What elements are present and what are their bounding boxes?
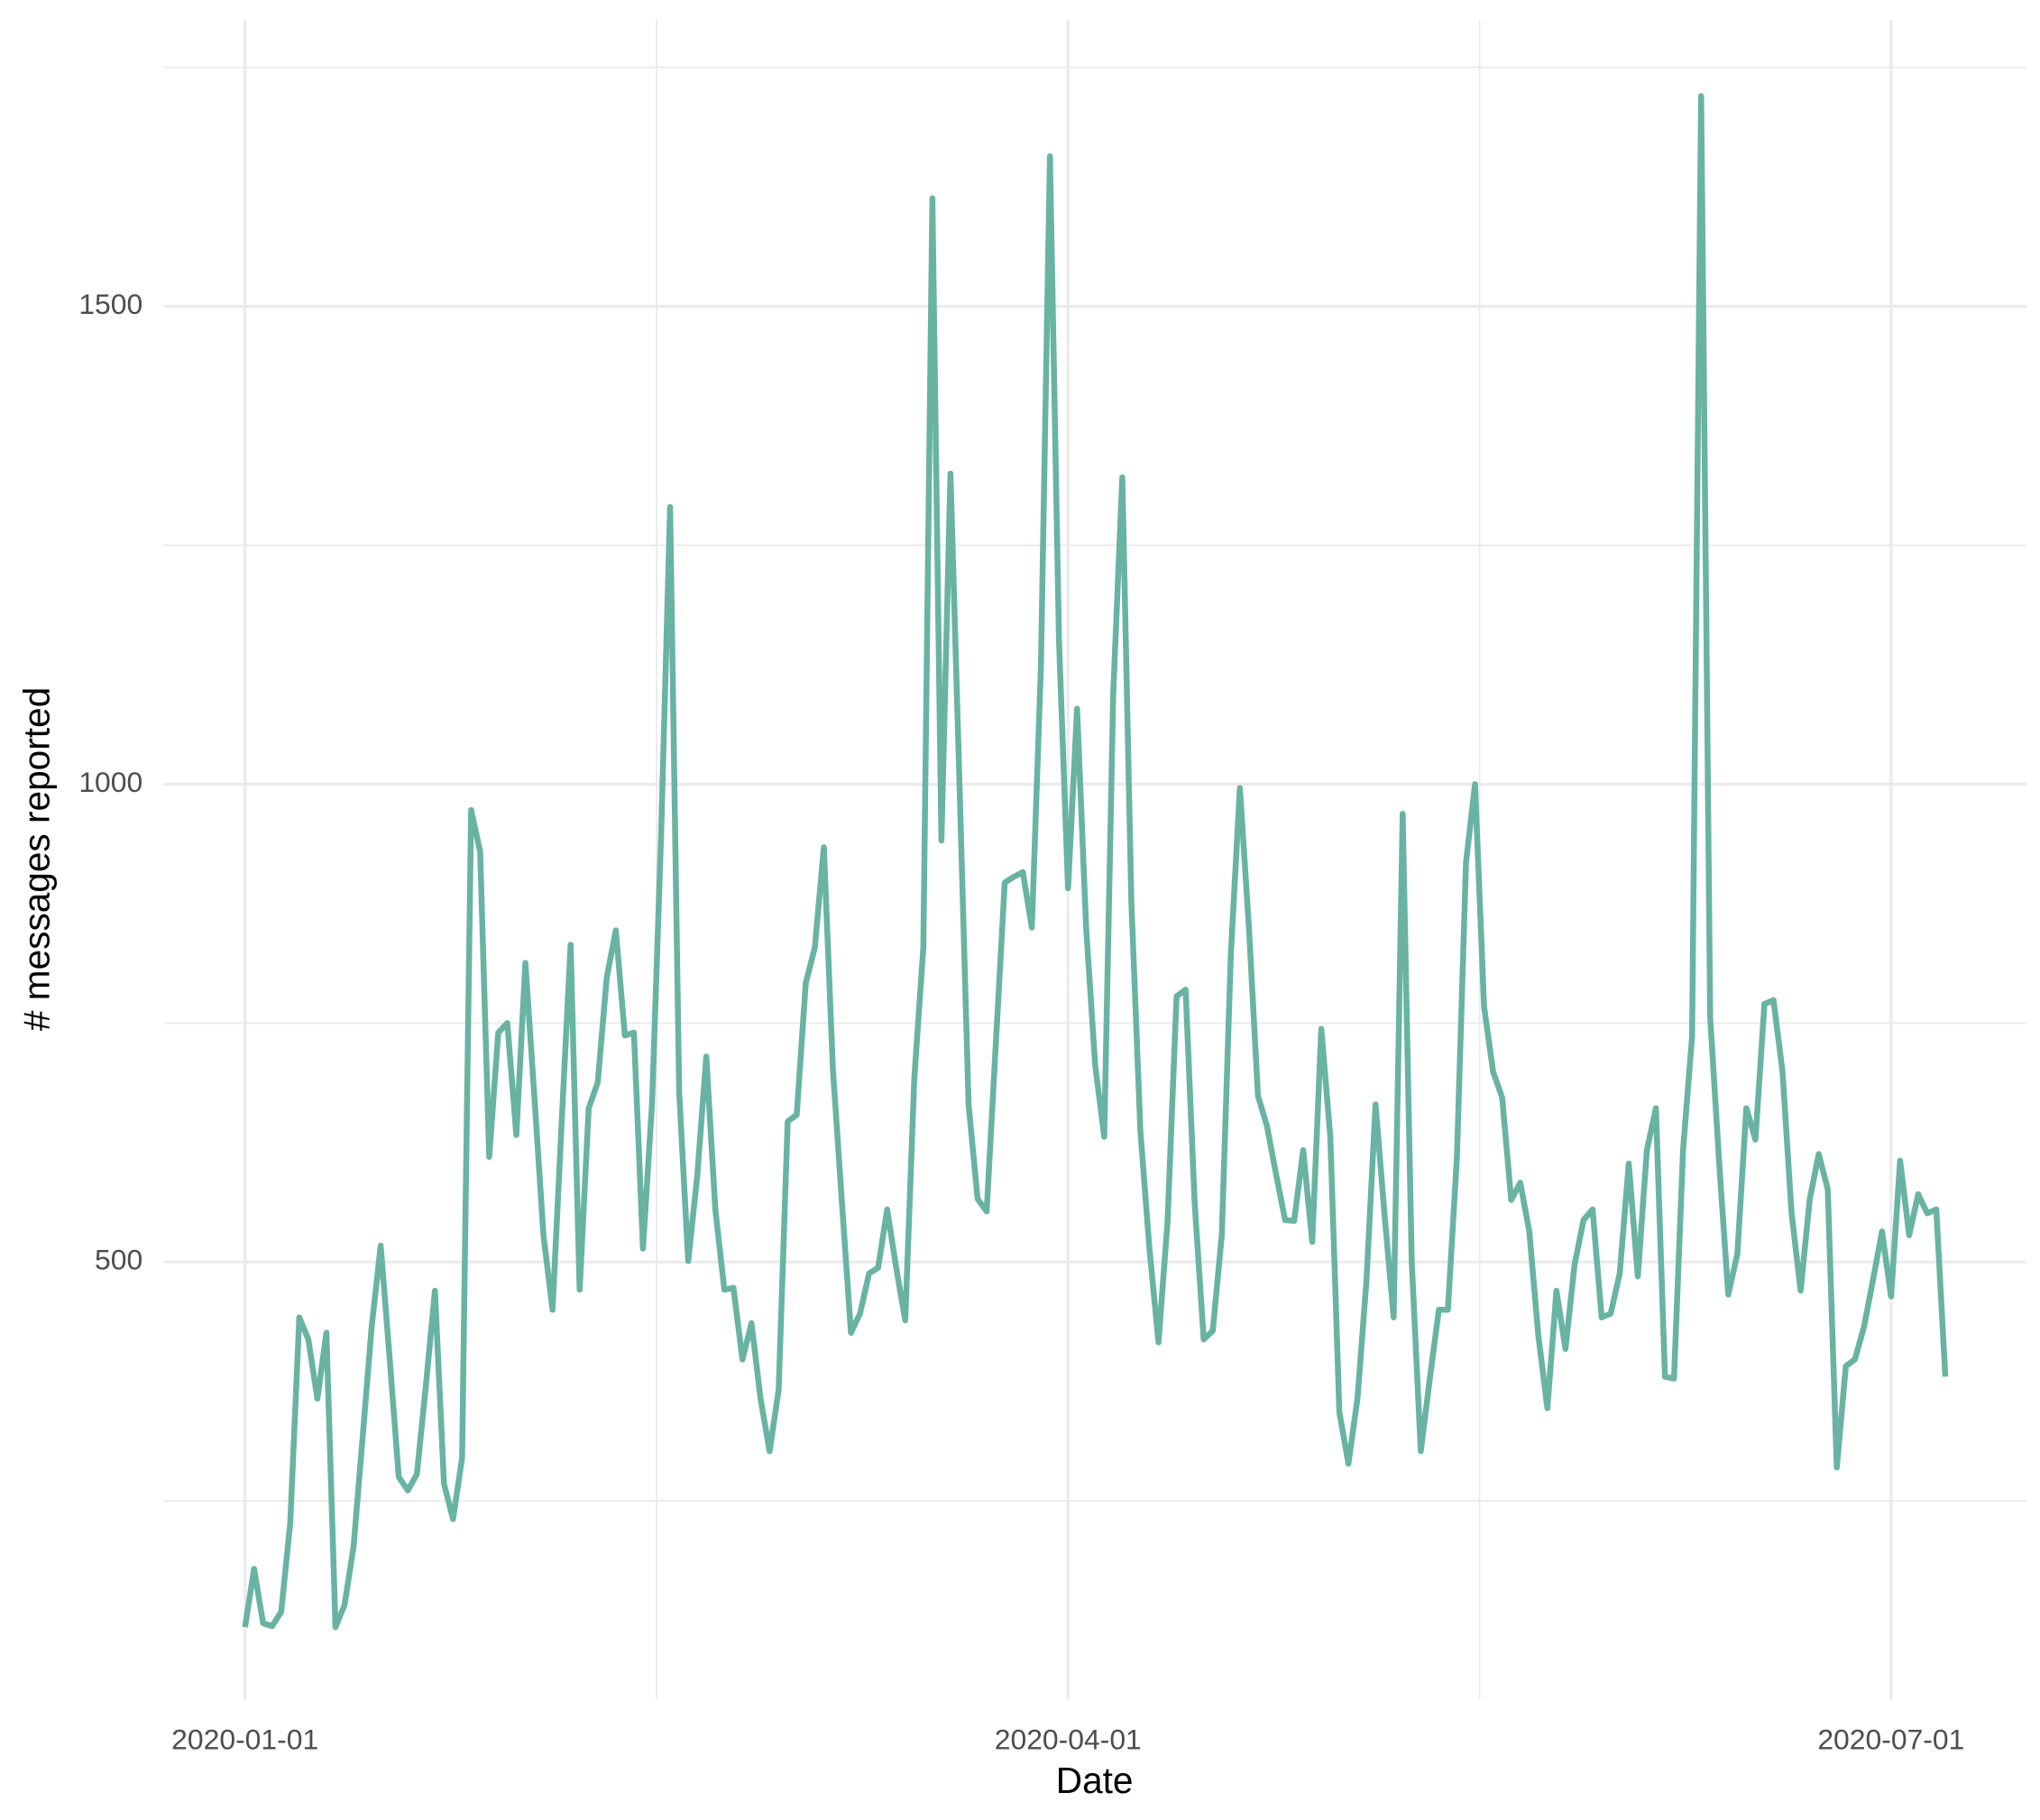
line-series <box>242 93 1949 1631</box>
x-tick-label: 2020-07-01 <box>1817 1723 1964 1755</box>
x-tick-label: 2020-01-01 <box>171 1723 318 1755</box>
x-tick-label: 2020-04-01 <box>995 1723 1142 1755</box>
y-axis-title: # messages reported <box>15 687 57 1031</box>
y-tick-label: 500 <box>95 1244 142 1276</box>
y-tick-label: 1000 <box>78 766 142 798</box>
plot-area <box>242 93 1949 1631</box>
x-axis-title: Date <box>1056 1760 1134 1801</box>
y-tick-label: 1500 <box>78 288 142 320</box>
